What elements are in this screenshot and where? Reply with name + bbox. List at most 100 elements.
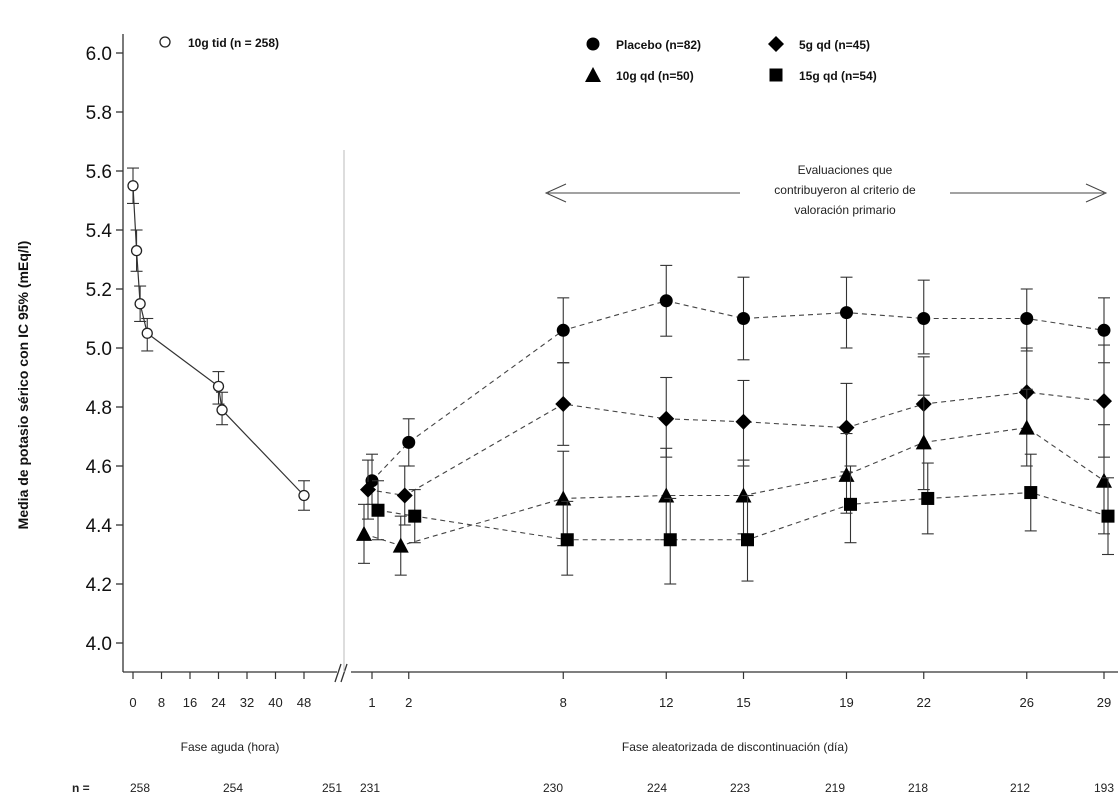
data-point-square bbox=[408, 509, 422, 523]
y-tick-label: 4.4 bbox=[86, 516, 113, 537]
y-tick-label: 5.4 bbox=[86, 221, 113, 242]
y-tick-label: 5.0 bbox=[86, 339, 112, 360]
data-point-open-circle bbox=[298, 489, 310, 502]
data-point-triangle bbox=[1018, 419, 1035, 435]
n-row-value: 254 bbox=[223, 781, 243, 795]
x-tick-label-randomized: 19 bbox=[839, 695, 853, 710]
y-tick-label: 6.0 bbox=[86, 44, 112, 65]
data-point-circle bbox=[402, 435, 416, 449]
data-point-open-circle bbox=[159, 36, 171, 48]
n-row-value: 251 bbox=[322, 781, 342, 795]
data-point-square bbox=[741, 533, 754, 547]
legend-label: 5g qd (n=45) bbox=[799, 38, 870, 52]
y-tick-label: 4.0 bbox=[86, 634, 112, 655]
data-point-square bbox=[921, 491, 935, 505]
data-point-open-circle bbox=[141, 327, 153, 339]
y-tick-label: 5.6 bbox=[86, 162, 112, 183]
data-point-square bbox=[371, 503, 385, 517]
data-point-circle bbox=[556, 323, 570, 337]
y-tick-label: 5.2 bbox=[86, 280, 112, 301]
y-axis-title: Media de potasio sérico con IC 95% (mEq/… bbox=[15, 241, 31, 530]
x-tick-label-randomized: 29 bbox=[1097, 695, 1111, 710]
x-tick-label-acute: 24 bbox=[211, 695, 225, 710]
annotation-text: valoración primario bbox=[794, 203, 896, 217]
x-tick-label-acute: 8 bbox=[158, 695, 165, 710]
n-row-value: 218 bbox=[908, 781, 928, 795]
x-tick-label-acute: 16 bbox=[183, 695, 197, 710]
x-tick-label-acute: 32 bbox=[240, 695, 254, 710]
data-point-circle bbox=[1020, 312, 1034, 325]
data-point-square bbox=[1101, 509, 1115, 523]
data-point-circle bbox=[737, 312, 750, 325]
legend-label: 15g qd (n=54) bbox=[799, 69, 877, 83]
x-tick-label-randomized: 8 bbox=[560, 695, 567, 710]
legend-label-acute: 10g tid (n = 258) bbox=[188, 36, 279, 50]
data-point-triangle bbox=[838, 466, 855, 482]
data-point-circle bbox=[659, 294, 673, 308]
legend-label: 10g qd (n=50) bbox=[616, 69, 694, 83]
annotation-text: Evaluaciones que bbox=[798, 163, 893, 177]
y-tick-label: 4.8 bbox=[86, 398, 112, 419]
x-tick-label-randomized: 12 bbox=[659, 695, 673, 710]
data-point-diamond bbox=[658, 410, 675, 427]
data-point-diamond bbox=[838, 419, 855, 436]
data-point-diamond bbox=[396, 487, 413, 504]
x-tick-label-acute: 48 bbox=[297, 695, 311, 710]
data-point-diamond bbox=[735, 413, 752, 430]
data-point-triangle bbox=[555, 490, 572, 506]
n-row-value: 193 bbox=[1094, 781, 1114, 795]
n-row-value: 212 bbox=[1010, 781, 1030, 795]
data-point-diamond bbox=[555, 396, 572, 413]
annotation-arrow-head-left bbox=[544, 183, 567, 203]
n-row-value: 224 bbox=[647, 781, 667, 795]
y-tick-label: 5.8 bbox=[86, 103, 112, 124]
series-line-randomized bbox=[367, 391, 1105, 497]
x-tick-label-randomized: 22 bbox=[917, 695, 931, 710]
y-tick-label: 4.6 bbox=[86, 457, 112, 478]
x-tick-label-acute: 0 bbox=[129, 695, 136, 710]
n-row-label: n = bbox=[72, 781, 90, 795]
axis-break-mark bbox=[340, 663, 348, 683]
data-point-triangle bbox=[1096, 472, 1112, 488]
x-tick-label-randomized: 26 bbox=[1020, 695, 1034, 710]
n-row-value: 230 bbox=[543, 781, 563, 795]
x-axis-title-acute: Fase aguda (hora) bbox=[181, 740, 280, 754]
n-row-value: 223 bbox=[730, 781, 750, 795]
series-line-randomized bbox=[371, 300, 1105, 482]
legend-label: Placebo (n=82) bbox=[616, 38, 701, 52]
series-line-randomized bbox=[363, 427, 1105, 547]
data-point-circle bbox=[586, 37, 600, 51]
data-point-diamond bbox=[360, 481, 376, 498]
annotation-text: contribuyeron al criterio de bbox=[774, 183, 916, 197]
data-point-square bbox=[560, 533, 574, 547]
data-point-square bbox=[663, 533, 677, 547]
data-point-triangle bbox=[392, 537, 409, 553]
data-point-square bbox=[844, 497, 857, 511]
y-tick-label: 4.2 bbox=[86, 575, 112, 596]
x-tick-label-randomized: 2 bbox=[405, 695, 412, 710]
data-point-circle bbox=[840, 306, 853, 320]
data-point-diamond bbox=[1096, 393, 1112, 410]
data-point-square bbox=[769, 68, 783, 82]
x-tick-label-randomized: 15 bbox=[736, 695, 750, 710]
x-tick-label-randomized: 1 bbox=[368, 695, 375, 710]
x-tick-label-acute: 40 bbox=[268, 695, 282, 710]
data-point-triangle bbox=[356, 525, 372, 541]
n-row-value: 231 bbox=[360, 781, 380, 795]
n-row-value: 219 bbox=[825, 781, 845, 795]
axis-break-mark bbox=[334, 663, 342, 683]
series-line-acute bbox=[132, 185, 305, 496]
annotation-background bbox=[740, 160, 950, 222]
data-point-open-circle bbox=[212, 380, 225, 393]
acute-phase-plot bbox=[127, 167, 310, 511]
data-point-open-circle bbox=[127, 180, 139, 192]
x-axis-title-randomized: Fase aleatorizada de discontinuación (dí… bbox=[622, 740, 848, 754]
axes: 4.0 4.2 4.4 4.6 4.8 5.0 5.2 5.4 5.6 5.8 6.0 0 8 16 24 3… bbox=[86, 34, 1118, 710]
n-row-value: 258 bbox=[130, 781, 150, 795]
axis-labels: Fase aguda (hora) Fase aleatorizada de di… bbox=[15, 160, 1114, 795]
data-point-circle bbox=[1097, 323, 1111, 337]
data-point-triangle bbox=[585, 67, 601, 82]
data-point-diamond bbox=[768, 36, 784, 52]
randomized-phase-plot bbox=[356, 264, 1115, 585]
